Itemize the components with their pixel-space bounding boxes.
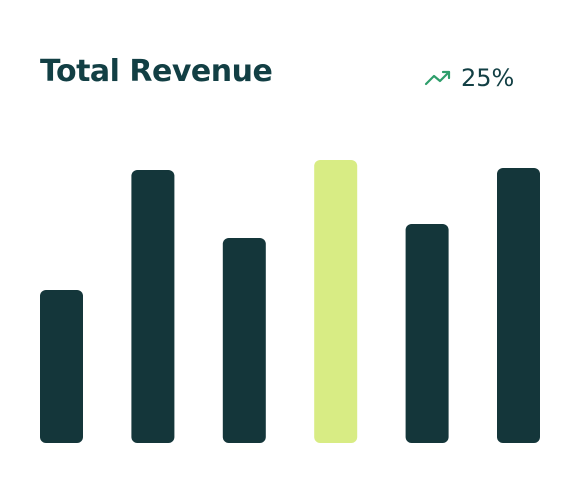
bar <box>314 160 358 443</box>
bar <box>497 168 540 443</box>
bar <box>40 290 83 443</box>
bar <box>222 238 266 443</box>
trend-icon <box>424 70 451 86</box>
change-badge: 25% <box>461 64 514 92</box>
bar <box>131 170 175 443</box>
bar <box>405 224 449 443</box>
chart-title: Total Revenue <box>40 54 272 89</box>
